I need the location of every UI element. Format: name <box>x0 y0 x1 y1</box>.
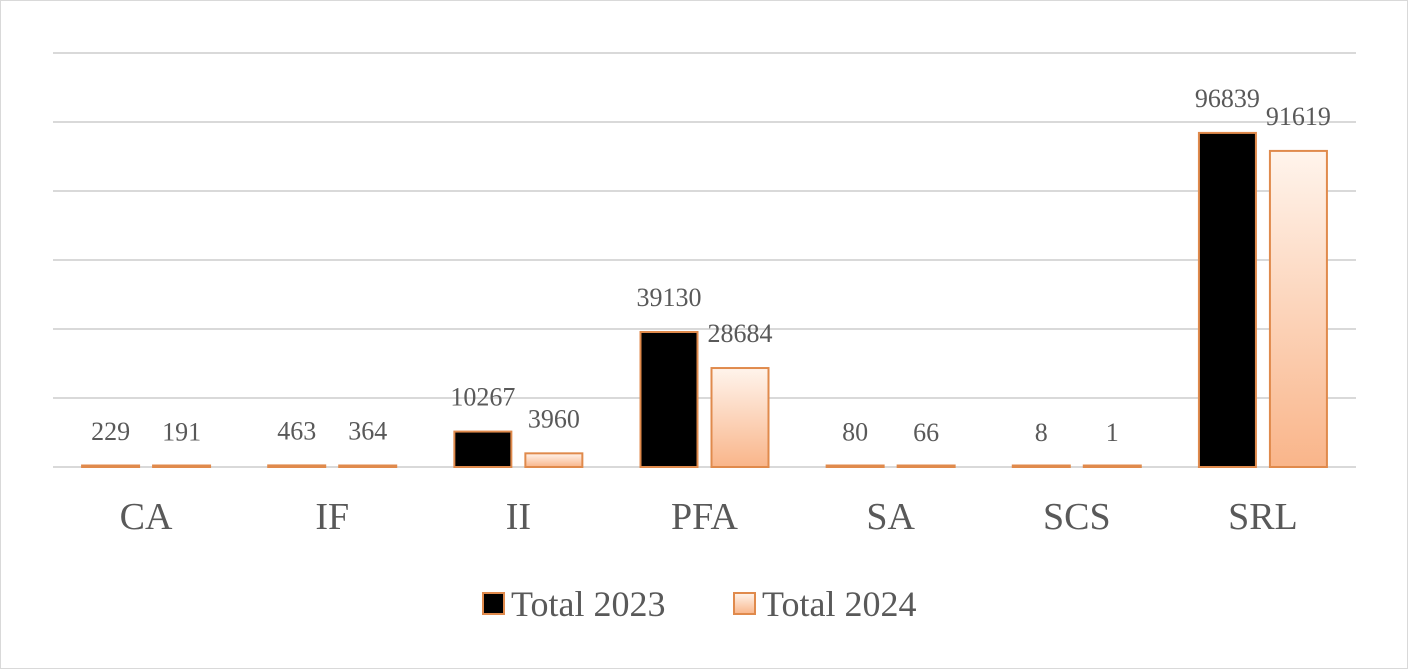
bars <box>81 131 1328 469</box>
bar-pfa-total-2023 <box>639 331 699 468</box>
data-label-if-total-2024: 364 <box>348 417 387 446</box>
bar-scs-total-2023 <box>1011 464 1071 468</box>
data-label-sa-total-2023: 80 <box>842 418 868 447</box>
data-label-sa-total-2024: 66 <box>913 418 939 447</box>
bar-ii-total-2023 <box>453 430 513 469</box>
x-axis: CA IF II PFA SA SCS SRL <box>120 496 1298 538</box>
bar-ii-total-2024 <box>524 452 584 469</box>
bar-sa-total-2023 <box>825 464 885 468</box>
legend-swatch-total-2023 <box>482 592 505 615</box>
data-label-ca-total-2023: 229 <box>91 417 130 446</box>
legend-item-total-2024: Total 2024 <box>733 584 916 624</box>
bar-srl-total-2023 <box>1197 131 1257 468</box>
x-tick-label-ca: CA <box>120 496 173 538</box>
legend-item-total-2023: Total 2023 <box>482 584 665 624</box>
data-label-scs-total-2023: 8 <box>1035 418 1048 447</box>
data-label-ii-total-2023: 10267 <box>450 383 515 412</box>
bar-ca-total-2023 <box>81 464 141 468</box>
legend-label-total-2024: Total 2024 <box>762 584 916 624</box>
data-label-scs-total-2024: 1 <box>1106 418 1119 447</box>
x-tick-label-srl: SRL <box>1228 496 1298 538</box>
data-label-srl-total-2023: 96839 <box>1195 84 1260 113</box>
bar-ca-total-2024 <box>152 464 212 468</box>
legend-label-total-2023: Total 2023 <box>511 584 665 624</box>
bar-if-total-2023 <box>267 464 327 468</box>
x-tick-label-pfa: PFA <box>671 496 738 538</box>
x-tick-label-if: IF <box>315 496 349 538</box>
x-tick-label-ii: II <box>506 496 531 538</box>
bar-sa-total-2024 <box>896 464 956 468</box>
x-tick-label-sa: SA <box>866 496 915 538</box>
bar-srl-total-2024 <box>1268 149 1328 468</box>
legend: Total 2023 Total 2024 <box>482 584 916 624</box>
data-label-if-total-2023: 463 <box>277 416 316 445</box>
data-label-ca-total-2024: 191 <box>162 417 201 446</box>
data-label-ii-total-2024: 3960 <box>528 404 580 433</box>
x-tick-label-scs: SCS <box>1043 496 1111 538</box>
bar-scs-total-2024 <box>1082 464 1142 468</box>
data-label-pfa-total-2023: 39130 <box>637 283 702 312</box>
gridlines <box>53 52 1356 468</box>
legend-swatch-total-2024 <box>733 592 756 615</box>
data-label-srl-total-2024: 91619 <box>1266 102 1331 131</box>
data-label-pfa-total-2024: 28684 <box>708 319 773 348</box>
bar-if-total-2024 <box>338 464 398 468</box>
bar-pfa-total-2024 <box>710 367 770 468</box>
